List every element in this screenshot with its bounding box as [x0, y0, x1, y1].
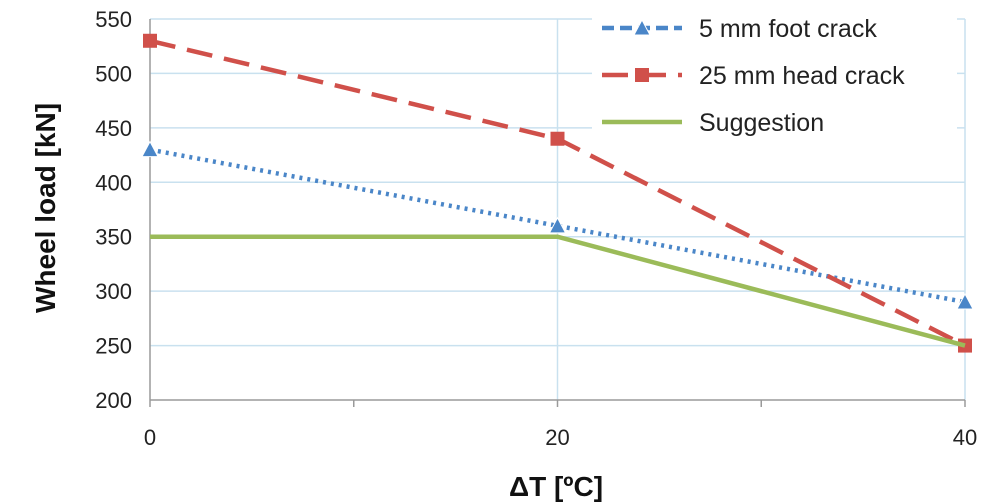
- y-tick-label: 250: [95, 334, 132, 359]
- data-point-25-mm-head-crack: [550, 131, 565, 146]
- y-tick-label: 500: [95, 61, 132, 86]
- data-point-5-mm-foot-crack: [956, 292, 974, 310]
- y-tick-label: 400: [95, 170, 132, 195]
- y-tick-label: 450: [95, 116, 132, 141]
- legend-marker-5-mm-foot-crack: [633, 18, 651, 36]
- axes: 200 250 300 350 400 450 500 550 0 20 40: [95, 7, 977, 450]
- data-point-5-mm-foot-crack: [141, 140, 159, 158]
- x-axis-title: ΔT [ºC]: [509, 471, 603, 502]
- y-tick-label: 350: [95, 225, 132, 250]
- data-point-25-mm-head-crack: [143, 33, 157, 48]
- y-tick-label: 300: [95, 279, 132, 304]
- legend-label-suggestion: Suggestion: [699, 109, 824, 137]
- y-tick-label: 200: [95, 388, 132, 413]
- x-tick-label: 0: [144, 425, 156, 450]
- series-line-suggestion: [150, 234, 966, 348]
- x-tick-label: 40: [953, 425, 977, 450]
- y-tick-label: 550: [95, 7, 132, 32]
- legend-label-5-mm-foot-crack: 5 mm foot crack: [699, 15, 877, 43]
- series-layer: [141, 33, 974, 353]
- legend-marker-25-mm-head-crack: [635, 68, 649, 82]
- legend: 5 mm foot crack 25 mm head crack Suggestio…: [592, 4, 957, 148]
- legend-label-25-mm-head-crack: 25 mm head crack: [699, 62, 905, 90]
- y-axis-title: Wheel load [kN]: [30, 103, 61, 313]
- data-point-5-mm-foot-crack: [548, 216, 567, 234]
- x-tick-label: 20: [545, 425, 569, 450]
